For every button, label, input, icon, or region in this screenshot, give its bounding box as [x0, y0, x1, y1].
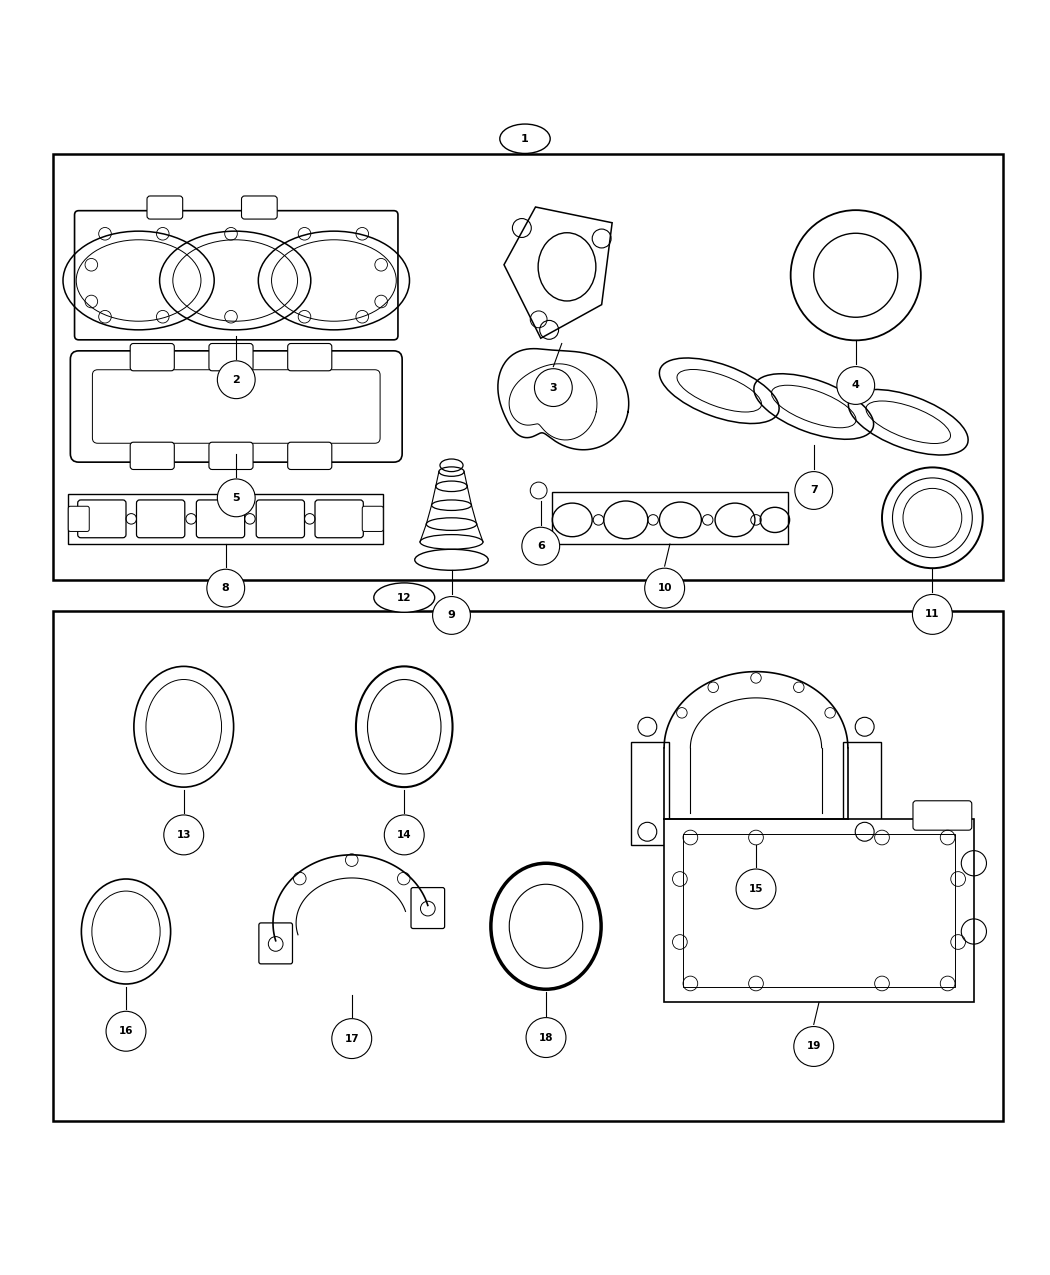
FancyBboxPatch shape	[75, 210, 398, 340]
Text: 8: 8	[222, 583, 230, 593]
FancyBboxPatch shape	[665, 819, 974, 1002]
Bar	[52, 154, 1003, 580]
FancyBboxPatch shape	[68, 493, 383, 544]
Text: 9: 9	[447, 611, 456, 621]
FancyBboxPatch shape	[259, 923, 293, 964]
Circle shape	[645, 569, 685, 608]
Text: 10: 10	[657, 583, 672, 593]
Text: 18: 18	[539, 1033, 553, 1043]
FancyBboxPatch shape	[288, 343, 332, 371]
FancyBboxPatch shape	[362, 506, 383, 532]
Circle shape	[332, 1019, 372, 1058]
FancyBboxPatch shape	[912, 801, 972, 830]
Circle shape	[794, 1026, 834, 1066]
FancyBboxPatch shape	[136, 500, 185, 538]
FancyBboxPatch shape	[209, 343, 253, 371]
Text: 1: 1	[521, 134, 529, 144]
Text: 6: 6	[537, 541, 545, 551]
Circle shape	[736, 870, 776, 909]
Circle shape	[217, 479, 255, 516]
Text: 2: 2	[232, 375, 240, 385]
Circle shape	[217, 361, 255, 399]
FancyBboxPatch shape	[315, 500, 363, 538]
FancyBboxPatch shape	[70, 351, 402, 462]
Circle shape	[164, 815, 204, 854]
Circle shape	[384, 815, 424, 854]
FancyBboxPatch shape	[196, 500, 245, 538]
FancyBboxPatch shape	[411, 887, 444, 928]
FancyBboxPatch shape	[552, 492, 788, 544]
Circle shape	[433, 597, 470, 635]
Text: 13: 13	[176, 830, 191, 840]
FancyBboxPatch shape	[130, 442, 174, 469]
Text: 4: 4	[852, 380, 860, 390]
FancyBboxPatch shape	[130, 343, 174, 371]
Circle shape	[526, 1017, 566, 1057]
FancyBboxPatch shape	[78, 500, 126, 538]
FancyBboxPatch shape	[147, 196, 183, 219]
Ellipse shape	[374, 583, 435, 612]
FancyBboxPatch shape	[68, 506, 89, 532]
Text: 19: 19	[806, 1042, 821, 1052]
FancyBboxPatch shape	[242, 196, 277, 219]
FancyBboxPatch shape	[209, 442, 253, 469]
FancyBboxPatch shape	[256, 500, 304, 538]
Text: 3: 3	[549, 382, 558, 393]
Circle shape	[837, 367, 875, 404]
FancyBboxPatch shape	[288, 442, 332, 469]
Text: 11: 11	[925, 609, 940, 620]
Circle shape	[912, 594, 952, 635]
Text: 16: 16	[119, 1026, 133, 1037]
Text: 12: 12	[397, 593, 412, 603]
Circle shape	[534, 368, 572, 407]
Circle shape	[106, 1011, 146, 1051]
Circle shape	[795, 472, 833, 510]
FancyBboxPatch shape	[630, 742, 670, 845]
Text: 15: 15	[749, 884, 763, 894]
Bar	[52, 611, 1003, 1121]
Text: 17: 17	[344, 1034, 359, 1044]
Text: 14: 14	[397, 830, 412, 840]
FancyBboxPatch shape	[842, 742, 882, 845]
Circle shape	[522, 528, 560, 565]
FancyBboxPatch shape	[92, 370, 380, 444]
Text: 5: 5	[232, 493, 240, 502]
FancyBboxPatch shape	[684, 834, 956, 987]
Circle shape	[207, 569, 245, 607]
Ellipse shape	[500, 124, 550, 153]
Text: 7: 7	[810, 486, 818, 496]
